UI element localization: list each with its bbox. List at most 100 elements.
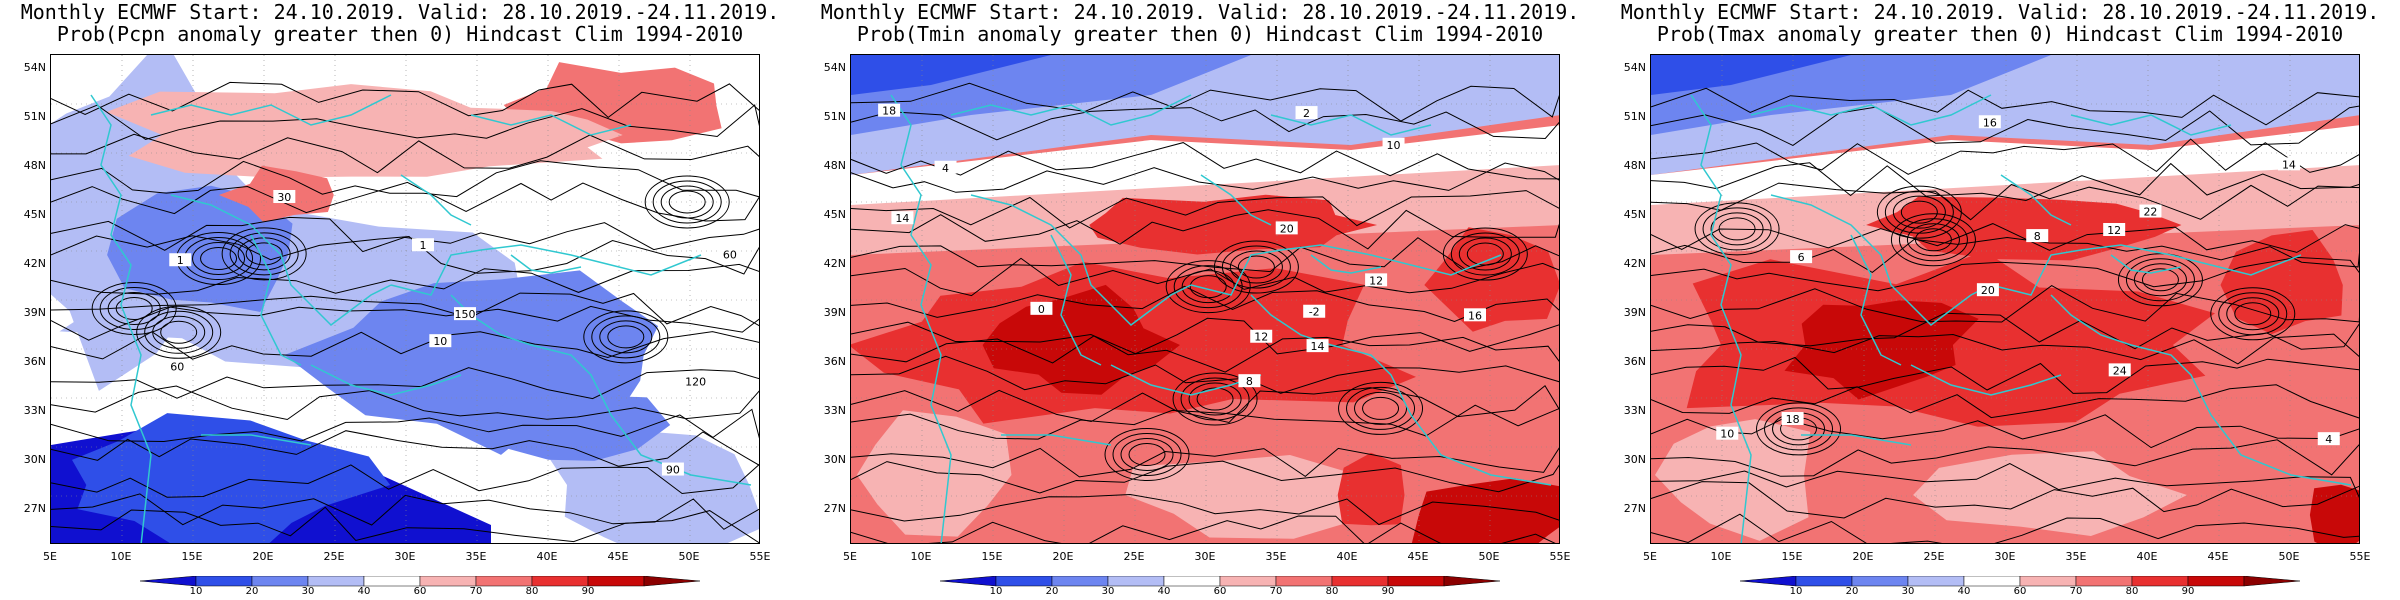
contour-label: 0 bbox=[1030, 301, 1053, 316]
lon-label: 10E bbox=[1710, 550, 1732, 563]
colorbar-swatch bbox=[195, 576, 253, 587]
panel-title-line2: Prob(Tmax anomaly greater then 0) Hindca… bbox=[1656, 22, 2344, 46]
panel-title-line1: Monthly ECMWF Start: 24.10.2019. Valid: … bbox=[820, 0, 1580, 24]
colorbar-tick-label: 60 bbox=[413, 586, 427, 597]
contour-label: 6 bbox=[1790, 250, 1813, 264]
contour-label: 18 bbox=[1781, 412, 1804, 426]
lon-label: 20E bbox=[1052, 550, 1074, 563]
colorbar-swatch bbox=[2243, 576, 2301, 587]
lat-label: 36N bbox=[823, 355, 846, 368]
lat-label: 30N bbox=[1623, 453, 1646, 466]
svg-text:12: 12 bbox=[1369, 274, 1383, 287]
lat-label: 36N bbox=[1623, 355, 1646, 368]
lon-label: 55E bbox=[2349, 550, 2371, 563]
colorbar-tick-label: 10 bbox=[189, 586, 203, 597]
colorbar-swatch bbox=[643, 576, 701, 587]
colorbar-tick-label: 30 bbox=[301, 586, 315, 597]
contour-label: 18 bbox=[878, 103, 901, 118]
lon-label: 25E bbox=[1123, 550, 1145, 563]
svg-text:120: 120 bbox=[685, 376, 706, 389]
contour-label: 4 bbox=[2317, 432, 2340, 446]
colorbar-swatch bbox=[1275, 576, 1333, 587]
svg-text:10: 10 bbox=[1720, 428, 1734, 441]
lat-label: 42N bbox=[1623, 257, 1646, 270]
map-panel-tmax: Monthly ECMWF Start: 24.10.2019. Valid: … bbox=[1600, 0, 2400, 600]
colorbar-swatch bbox=[1795, 576, 1853, 587]
colorbar-swatch bbox=[139, 576, 197, 587]
colorbar-tick-label: 80 bbox=[2125, 586, 2139, 597]
colorbar-tick-label: 90 bbox=[2181, 586, 2195, 597]
contour-label: 12 bbox=[1365, 273, 1388, 287]
contour-label: 120 bbox=[684, 374, 707, 389]
svg-text:16: 16 bbox=[1468, 309, 1482, 322]
colorbar-swatch bbox=[1219, 576, 1277, 587]
lon-label: 40E bbox=[2136, 550, 2158, 563]
svg-text:1: 1 bbox=[419, 239, 426, 252]
colorbar-swatch bbox=[939, 576, 997, 587]
lat-label: 48N bbox=[1623, 159, 1646, 172]
lat-label: 30N bbox=[823, 453, 846, 466]
lon-label: 35E bbox=[465, 550, 487, 563]
svg-text:8: 8 bbox=[2034, 230, 2041, 243]
colorbar-tick-label: 90 bbox=[581, 586, 595, 597]
lon-label: 5E bbox=[1643, 550, 1657, 563]
colorbar-swatch bbox=[419, 576, 477, 587]
map-area: 60 30 120 90 150 60 10 1 1 bbox=[50, 54, 760, 544]
lon-label: 45E bbox=[2207, 550, 2229, 563]
svg-text:16: 16 bbox=[1983, 116, 1997, 129]
colorbar bbox=[939, 576, 1501, 587]
lat-label: 48N bbox=[823, 159, 846, 172]
colorbar-swatch bbox=[2019, 576, 2077, 587]
colorbar-tick-label: 30 bbox=[1101, 586, 1115, 597]
colorbar-swatch bbox=[1107, 576, 1165, 587]
svg-text:6: 6 bbox=[1798, 251, 1805, 264]
map-svg: 60 30 120 90 150 60 10 1 1 bbox=[51, 55, 759, 543]
map-area: 6 4 8 12 16 18 20 22 24 14 10 bbox=[1650, 54, 2360, 544]
lat-label: 30N bbox=[23, 453, 46, 466]
contour-label: 60 bbox=[166, 359, 189, 373]
svg-text:30: 30 bbox=[277, 191, 291, 204]
lon-label: 10E bbox=[910, 550, 932, 563]
colorbar-swatch bbox=[2131, 576, 2189, 587]
colorbar-swatch bbox=[587, 576, 645, 587]
contour-label: 10 bbox=[1382, 137, 1405, 152]
lon-label: 45E bbox=[607, 550, 629, 563]
panel-title-line2: Prob(Tmin anomaly greater then 0) Hindca… bbox=[856, 22, 1544, 46]
colorbar-swatch bbox=[2075, 576, 2133, 587]
lon-label: 40E bbox=[536, 550, 558, 563]
lon-label: 25E bbox=[323, 550, 345, 563]
contour-label: 10 bbox=[1716, 426, 1739, 441]
contour-label: 20 bbox=[1275, 221, 1298, 235]
colorbar-swatch bbox=[531, 576, 589, 587]
lat-label: 33N bbox=[823, 404, 846, 417]
lat-label: 27N bbox=[1623, 502, 1646, 515]
lon-label: 30E bbox=[394, 550, 416, 563]
lon-label: 25E bbox=[1923, 550, 1945, 563]
svg-text:18: 18 bbox=[1786, 413, 1800, 426]
contour-label: 16 bbox=[1463, 308, 1486, 322]
lon-label: 35E bbox=[2065, 550, 2087, 563]
contour-label: 14 bbox=[891, 211, 914, 225]
lon-label: 15E bbox=[1781, 550, 1803, 563]
svg-text:90: 90 bbox=[666, 464, 680, 477]
svg-text:-2: -2 bbox=[1309, 306, 1320, 319]
svg-text:14: 14 bbox=[2282, 158, 2296, 171]
colorbar-tick-label: 10 bbox=[989, 586, 1003, 597]
lat-label: 45N bbox=[1623, 208, 1646, 221]
colorbar-swatch bbox=[1851, 576, 1909, 587]
lon-label: 5E bbox=[843, 550, 857, 563]
colorbar-tick-label: 20 bbox=[245, 586, 259, 597]
lat-label: 42N bbox=[23, 257, 46, 270]
contour-label: 4 bbox=[934, 160, 957, 175]
lon-label: 45E bbox=[1407, 550, 1429, 563]
colorbar-tick-label: 80 bbox=[525, 586, 539, 597]
colorbar-swatch bbox=[307, 576, 365, 587]
contour-label: 22 bbox=[2139, 204, 2162, 219]
contour-label: 1 bbox=[169, 253, 192, 267]
lon-label: 40E bbox=[1336, 550, 1358, 563]
lat-label: 51N bbox=[23, 110, 46, 123]
colorbar-tick-label: 60 bbox=[2013, 586, 2027, 597]
svg-text:4: 4 bbox=[2325, 433, 2332, 446]
